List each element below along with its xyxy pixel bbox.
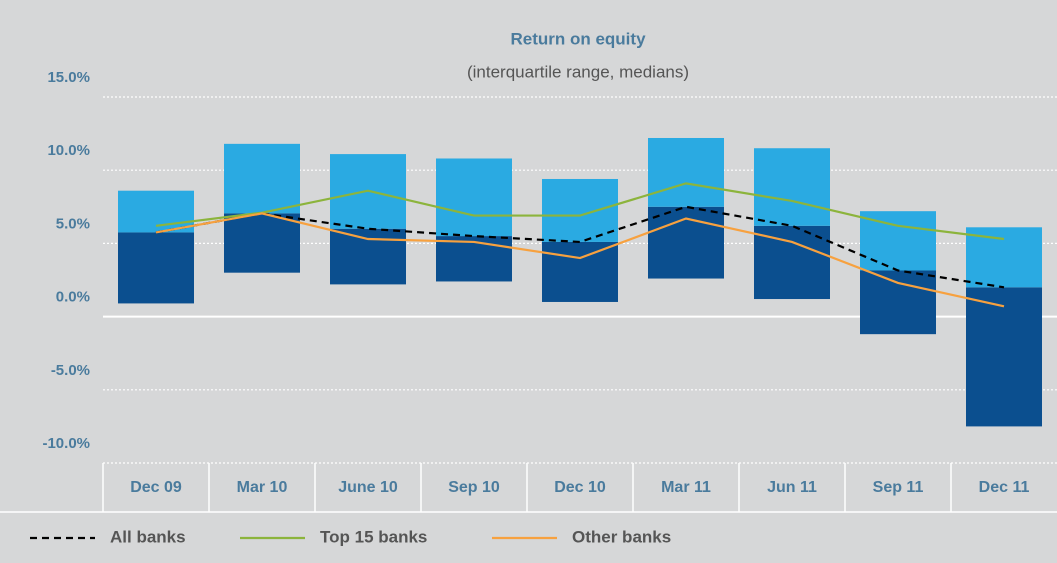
- box-lower: [330, 228, 406, 285]
- x-tick-label: Dec 10: [554, 479, 606, 496]
- y-tick-label: -5.0%: [51, 362, 90, 379]
- x-tick-label: Dec 09: [130, 479, 182, 496]
- legend-label: All banks: [110, 527, 186, 546]
- y-tick-label: 5.0%: [56, 215, 90, 232]
- x-tick-label: Jun 11: [767, 479, 817, 496]
- y-tick-label: -10.0%: [42, 435, 90, 452]
- x-tick-label: Sep 11: [873, 479, 924, 496]
- box-lower: [118, 232, 194, 304]
- box-lower: [224, 213, 300, 273]
- box-upper: [542, 178, 618, 242]
- box-upper: [966, 227, 1042, 288]
- y-tick-label: 15.0%: [47, 69, 90, 86]
- box-lower: [542, 241, 618, 302]
- box-upper: [118, 190, 194, 233]
- x-tick-label: Sep 10: [448, 479, 500, 496]
- box-lower: [860, 270, 936, 335]
- series-line: [155, 212, 1005, 308]
- box-lower: [436, 236, 512, 282]
- x-tick-label: June 10: [338, 479, 398, 496]
- box-lower: [966, 287, 1042, 427]
- series-line: [155, 182, 1005, 241]
- box-upper: [436, 158, 512, 237]
- x-tick-label: Mar 11: [661, 479, 711, 496]
- y-tick-label: 0.0%: [56, 289, 90, 306]
- y-tick-label: 10.0%: [47, 142, 90, 159]
- x-tick-label: Mar 10: [237, 479, 288, 496]
- legend-label: Other banks: [572, 527, 671, 546]
- legend-label: Top 15 banks: [320, 527, 427, 546]
- x-tick-label: Dec 11: [979, 479, 1030, 496]
- chart-subtitle: (interquartile range, medians): [467, 62, 689, 81]
- box-upper: [648, 137, 724, 207]
- box-upper: [754, 148, 830, 226]
- series-line: [155, 205, 1005, 289]
- box-upper: [224, 143, 300, 214]
- box-lower: [754, 225, 830, 300]
- chart-title: Return on equity: [510, 29, 646, 48]
